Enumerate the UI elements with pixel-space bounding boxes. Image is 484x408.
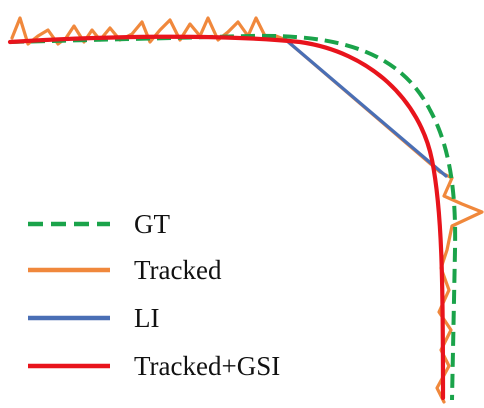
legend-item-gt: GT [28, 209, 170, 239]
li-trajectory-line [284, 38, 448, 178]
gt-trajectory-line [9, 33, 458, 401]
legend-label-tracked: Tracked [134, 255, 222, 285]
legend-item-gsi: Tracked+GSI [28, 351, 280, 381]
tracked-trajectory-line [10, 16, 484, 404]
legend-label-gt: GT [134, 209, 170, 239]
gsi-trajectory-line [7, 34, 446, 401]
legend-label-gsi: Tracked+GSI [134, 351, 280, 381]
legend-item-tracked: Tracked [28, 255, 222, 285]
legend-item-li: LI [28, 303, 159, 333]
legend: GT Tracked LI Tracked+GSI [28, 209, 280, 381]
legend-label-li: LI [134, 303, 159, 333]
